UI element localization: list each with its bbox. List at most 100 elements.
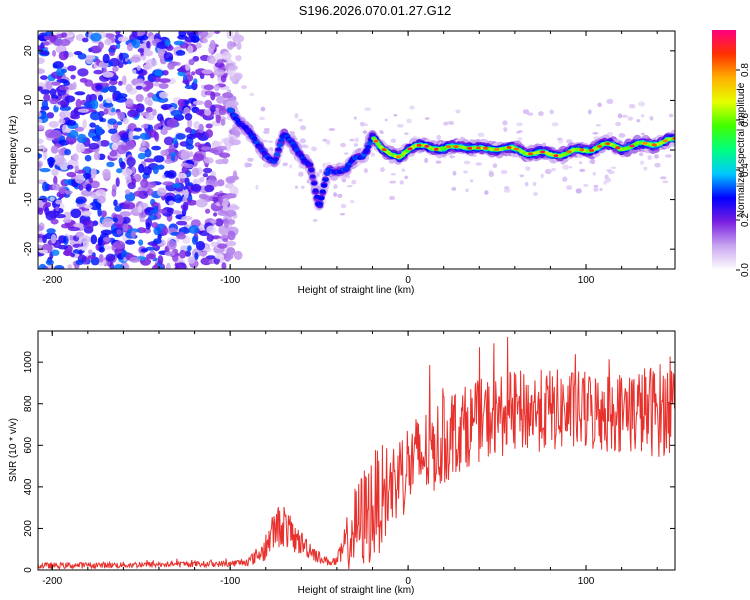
spectrogram-cell	[115, 96, 127, 103]
spectrogram-cell	[346, 185, 353, 188]
spectrogram-cell	[90, 32, 102, 42]
spectrogram-cell	[451, 186, 457, 191]
spectrogram-cell	[49, 98, 59, 105]
spectrogram-cell	[209, 39, 216, 50]
spectrogram-cell	[627, 116, 634, 121]
spectrogram-cell	[176, 233, 187, 240]
spectrogram-cell	[102, 168, 111, 179]
spectrogram-cell	[475, 146, 481, 150]
spectrogram-cell	[122, 117, 129, 125]
spectrogram-cell	[144, 96, 152, 105]
spectrogram-cell	[74, 174, 85, 184]
spectrogram-cell	[190, 183, 202, 192]
spectrogram-cell	[45, 80, 52, 90]
spectrogram-cell	[91, 135, 101, 142]
spectrogram-cell	[453, 145, 459, 149]
spectrogram-cell	[77, 108, 90, 113]
spectrogram-cell	[222, 51, 232, 61]
spectrogram-cell	[452, 171, 457, 176]
spectrogram-cell	[97, 41, 104, 50]
spectrogram-cell	[64, 148, 71, 156]
spectrogram-cell	[170, 155, 175, 162]
spectrogram-cell	[220, 118, 226, 126]
spectrogram-cell	[322, 177, 329, 182]
spectrogram-cell	[158, 78, 171, 83]
spectrogram-cell	[445, 145, 451, 149]
spectrogram-cell	[202, 173, 209, 178]
spectrogram-cell	[579, 168, 586, 173]
spectrogram-cell	[595, 124, 601, 127]
spectrogram-cell	[111, 143, 119, 151]
y-tick-label: 1000	[23, 351, 34, 374]
spectrogram-cell	[143, 47, 149, 54]
spectrogram-cell	[100, 229, 113, 236]
spectrogram-cell	[108, 128, 118, 135]
x-tick-label: -200	[42, 275, 62, 286]
spectrogram-cell	[43, 41, 51, 46]
spectrogram-cell	[159, 91, 169, 99]
spectrogram-cell	[109, 150, 118, 157]
spectrogram-cell	[436, 134, 442, 140]
spectrogram-cell	[82, 221, 87, 228]
spectrogram-cell	[437, 154, 442, 159]
spectrogram-cell	[187, 256, 196, 264]
spectrogram-cell	[321, 183, 328, 188]
spectrogram-cell	[483, 146, 488, 150]
spectrogram-cell	[503, 127, 508, 132]
spectrogram-cell	[98, 246, 105, 253]
spectrogram-cell	[390, 138, 397, 143]
spectrogram-cell	[182, 79, 190, 84]
spectrogram-cell	[160, 149, 170, 157]
spectrogram-cell	[38, 153, 43, 158]
spectrogram-cell	[38, 57, 45, 64]
spectrogram-cell	[399, 180, 404, 185]
spectrogram-cell	[404, 175, 409, 180]
spectrogram-cell	[125, 140, 135, 150]
spectrogram-cell	[325, 139, 331, 145]
spectrogram-cell	[38, 162, 42, 168]
spectrogram-cell	[82, 119, 87, 129]
x-tick-label: 0	[405, 576, 411, 587]
spectrogram-cell	[230, 139, 241, 146]
spectrogram-cell	[615, 121, 622, 127]
spectrogram-cell	[156, 187, 167, 197]
spectrogram-cell	[213, 84, 220, 92]
spectrogram-cell	[45, 129, 56, 139]
spectrogram-cell	[57, 100, 67, 106]
spectrogram-cell	[91, 99, 99, 110]
spectrogram-cell	[184, 250, 191, 257]
spectrogram-cell	[132, 69, 137, 75]
spectrogram-cell	[222, 205, 229, 213]
spectrogram-cell	[390, 172, 396, 176]
x-tick-label: 100	[578, 275, 595, 286]
spectrogram-cell	[141, 55, 147, 61]
spectrogram-cell	[164, 251, 176, 257]
spectrogram-cell	[70, 74, 76, 80]
spectrogram-cell	[98, 94, 103, 102]
spectrogram-cell	[58, 235, 67, 244]
spectrogram-cell	[89, 122, 96, 128]
spectrogram-cell	[566, 185, 573, 191]
spectrogram-cell	[190, 35, 200, 43]
spectrogram-cell	[166, 262, 171, 269]
spectrogram-cell	[205, 123, 213, 129]
spectrogram-cell	[171, 210, 181, 215]
spectrogram-cell	[195, 109, 205, 116]
spectrogram-cell	[54, 213, 66, 219]
spectrogram-cell	[78, 185, 84, 191]
spectrogram-cell	[590, 158, 596, 165]
spectrogram-cell	[103, 108, 109, 115]
spectrogram-cell	[222, 238, 229, 243]
spectrogram-cell	[64, 95, 76, 103]
spectrogram-cell	[67, 65, 77, 72]
spectrogram-cell	[59, 186, 66, 195]
spectrogram-cell	[465, 188, 469, 193]
spectrogram-cell	[160, 103, 173, 110]
y-tick-label: -20	[23, 242, 34, 257]
spectrogram-cell	[216, 179, 225, 187]
spectrogram-cell	[291, 143, 298, 148]
spectrogram-cell	[263, 130, 270, 135]
